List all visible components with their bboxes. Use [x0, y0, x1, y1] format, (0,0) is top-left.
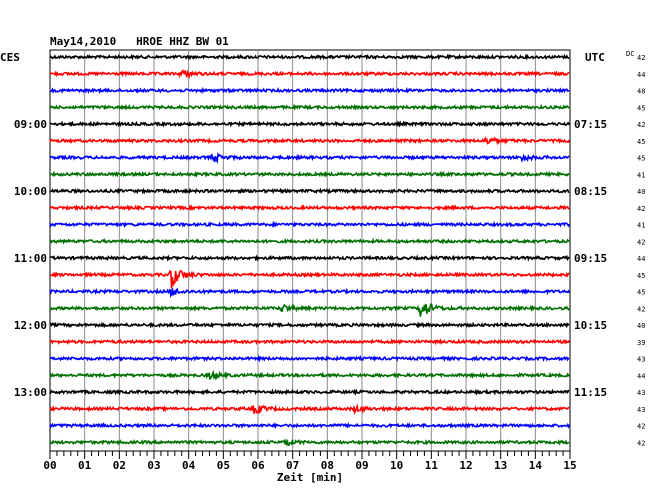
trace-row [49, 136, 570, 146]
trace-row [49, 303, 570, 317]
x-tick-label: 15 [563, 459, 576, 472]
dc-offset-label: 43 [637, 389, 645, 397]
left-time-label: 11:00 [14, 252, 47, 265]
trace-row [49, 354, 570, 363]
right-time-label: 08:15 [574, 185, 607, 198]
trace-row [49, 321, 570, 329]
dc-offset-label: 40 [637, 322, 645, 330]
dc-offset-label: 45 [637, 289, 645, 297]
trace-row [49, 68, 570, 79]
x-tick-label: 10 [390, 459, 403, 472]
label-group: 42 44 48 45 42 45 45 41 40 42 41 42 44 45 45 42 40 39 43 44… [14, 50, 646, 484]
dc-offset-label: 42 [637, 205, 645, 213]
trace-row [49, 220, 570, 229]
dc-offset-label: 42 [637, 305, 645, 313]
left-time-label: 09:00 [14, 118, 47, 131]
trace-row [49, 403, 570, 416]
left-timezone-label: CES [0, 51, 20, 64]
x-tick-label: 00 [43, 459, 56, 472]
x-tick-label: 01 [78, 459, 92, 472]
x-axis-label: Zeit [min] [277, 471, 343, 484]
x-tick-label: 07 [286, 459, 299, 472]
trace-row [49, 369, 570, 381]
dc-offset-label: 44 [637, 71, 645, 79]
x-tick-label: 03 [147, 459, 160, 472]
minute-grid [49, 49, 571, 459]
trace-row [49, 254, 570, 262]
trace-row [49, 438, 570, 447]
dc-offset-label: 45 [637, 155, 645, 163]
trace-row [49, 237, 570, 245]
trace-row [49, 53, 570, 61]
x-tick-label: 08 [321, 459, 334, 472]
right-timezone-label: UTC [585, 51, 605, 64]
trace-group [49, 53, 570, 447]
trace-row [49, 269, 570, 289]
left-time-label: 12:00 [14, 319, 47, 332]
trace-row [49, 86, 570, 95]
dc-offset-label: 42 [637, 238, 645, 246]
x-tick-label: 12 [459, 459, 472, 472]
trace-row [49, 120, 570, 128]
x-tick-label: 11 [425, 459, 439, 472]
trace-row [49, 388, 570, 396]
dc-offset-label: 44 [637, 255, 645, 263]
dc-header-label: DC [626, 50, 634, 58]
dc-offset-label: 48 [637, 88, 645, 96]
dc-offset-label: 42 [637, 423, 645, 431]
dc-offset-label: 42 [637, 54, 645, 62]
dc-offset-label: 43 [637, 406, 645, 414]
dc-offset-label: 45 [637, 104, 645, 112]
dc-offset-label: 39 [637, 339, 645, 347]
trace-row [49, 203, 570, 212]
x-tick-label: 14 [529, 459, 543, 472]
right-time-label: 09:15 [574, 252, 607, 265]
dc-offset-label: 41 [637, 171, 645, 179]
trace-row [49, 170, 570, 179]
left-time-label: 13:00 [14, 386, 47, 399]
right-time-label: 10:15 [574, 319, 607, 332]
trace-row [49, 338, 570, 346]
left-time-label: 10:00 [14, 185, 47, 198]
dc-offset-label: 40 [637, 188, 645, 196]
dc-offset-label: 42 [637, 121, 645, 129]
x-tick-label: 09 [355, 459, 368, 472]
right-time-label: 11:15 [574, 386, 607, 399]
trace-row [49, 187, 570, 195]
right-time-label: 07:15 [574, 118, 607, 131]
dc-offset-label: 42 [637, 439, 645, 447]
x-tick-label: 04 [182, 459, 196, 472]
trace-row [49, 103, 570, 112]
trace-row [49, 287, 570, 298]
dc-offset-label: 44 [637, 372, 645, 380]
dc-offset-label: 43 [637, 356, 645, 364]
dc-offset-label: 41 [637, 222, 645, 230]
x-tick-label: 02 [113, 459, 126, 472]
station-title: May14,2010 HROE HHZ BW 01 [50, 35, 229, 48]
x-tick-label: 05 [217, 459, 230, 472]
x-tick-label: 13 [494, 459, 507, 472]
dc-offset-label: 45 [637, 138, 645, 146]
dc-offset-label: 45 [637, 272, 645, 280]
trace-row [49, 421, 570, 430]
x-tick-label: 06 [251, 459, 265, 472]
trace-row [49, 151, 570, 165]
